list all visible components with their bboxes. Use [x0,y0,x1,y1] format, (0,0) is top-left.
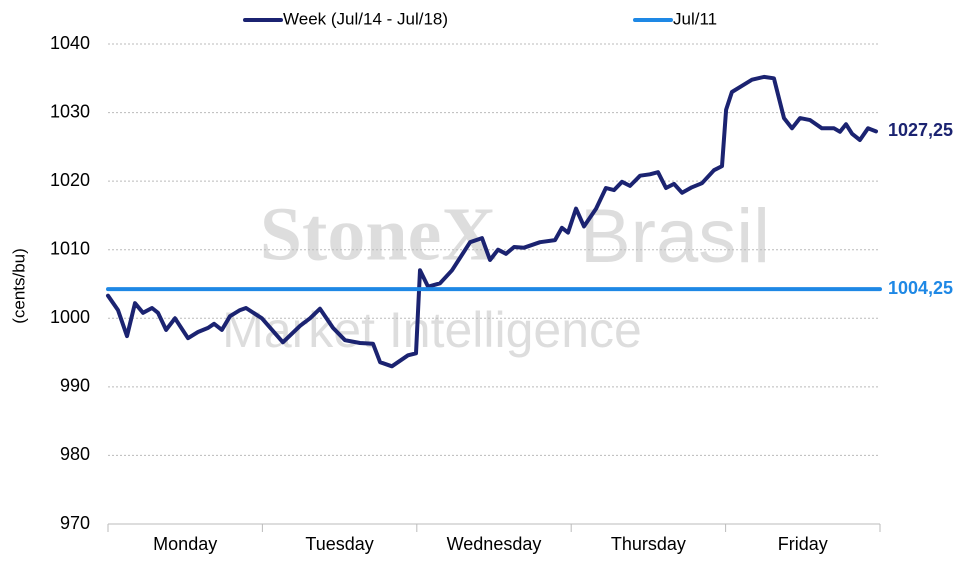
x-tick-label: Wednesday [447,534,542,554]
watermark-region: Brasil [580,194,770,279]
y-tick-label: 1030 [50,101,90,121]
legend-label: Week (Jul/14 - Jul/18) [283,9,448,28]
y-tick-label: 1000 [50,307,90,327]
watermark-brand: StoneX [260,192,496,276]
watermark-tagline: Market Intelligence [222,302,642,358]
x-tick-label: Friday [778,534,828,554]
x-tick-label: Monday [153,534,217,554]
y-tick-label: 1040 [50,33,90,53]
end-label: 1004,25 [888,278,953,298]
x-tick-label: Tuesday [305,534,373,554]
y-tick-label: 1020 [50,170,90,190]
series-line [106,74,878,369]
y-axis-label: (cents/bu) [9,248,28,324]
x-tick-label: Thursday [611,534,686,554]
legend-label: Jul/11 [673,9,717,28]
watermark: StoneX Brasil Market Intelligence [222,192,770,358]
y-tick-label: 1010 [50,238,90,258]
y-tick-label: 970 [60,513,90,533]
y-tick-label: 980 [60,444,90,464]
end-label: 1027,25 [888,120,953,140]
y-tick-label: 990 [60,376,90,396]
